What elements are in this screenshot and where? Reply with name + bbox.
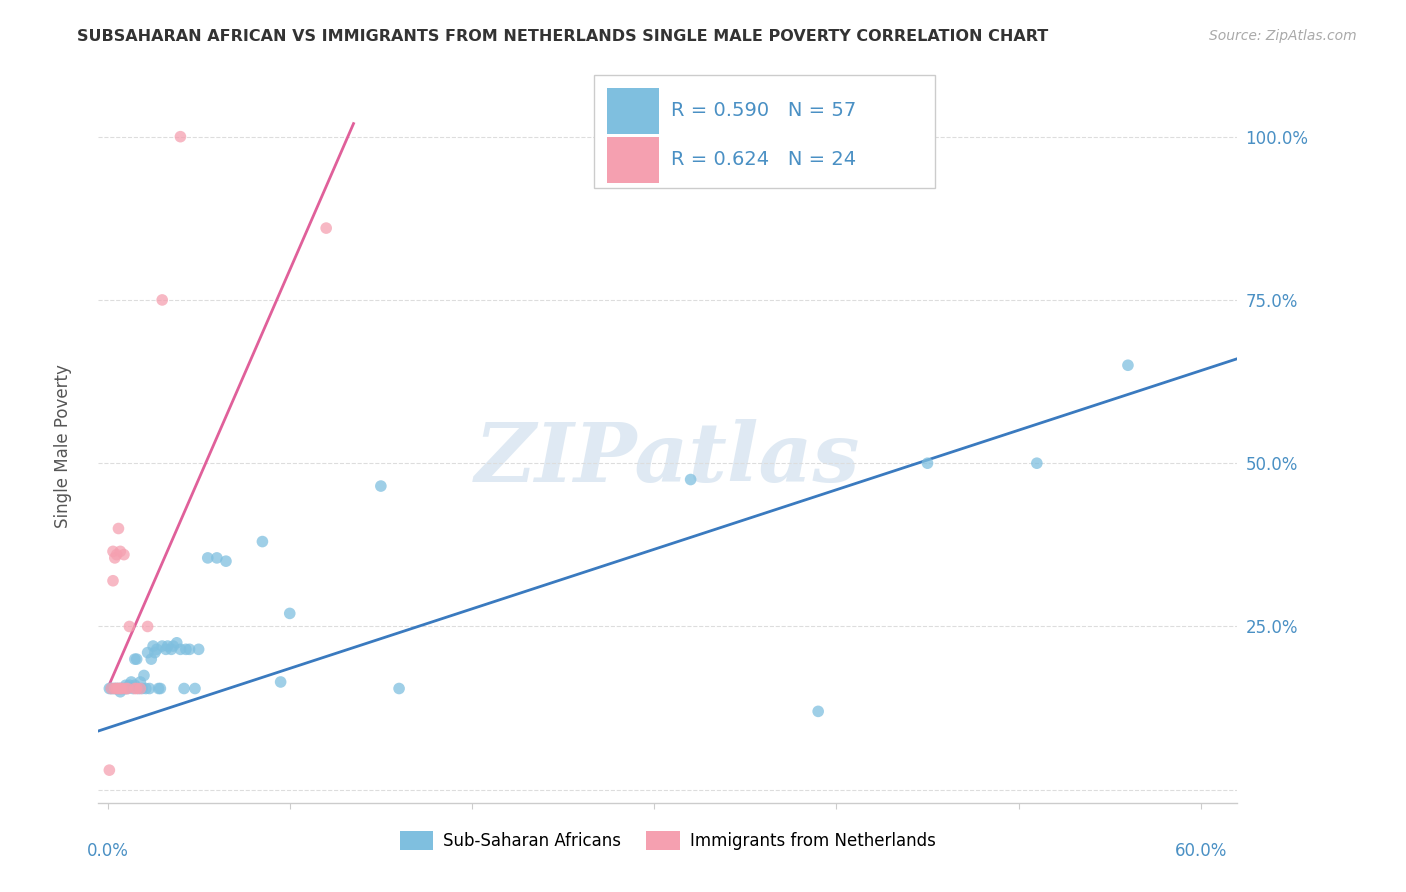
- Point: [107, 681, 129, 696]
- Text: R = 0.624   N = 24: R = 0.624 N = 24: [671, 151, 856, 169]
- Point: [105, 548, 128, 562]
- Point: [129, 681, 152, 696]
- Point: [141, 652, 163, 666]
- Point: [149, 681, 172, 696]
- Point: [117, 681, 139, 696]
- Text: SUBSAHARAN AFRICAN VS IMMIGRANTS FROM NETHERLANDS SINGLE MALE POVERTY CORRELATIO: SUBSAHARAN AFRICAN VS IMMIGRANTS FROM NE…: [77, 29, 1049, 44]
- Point: [160, 642, 183, 657]
- Point: [187, 642, 209, 657]
- Text: 60.0%: 60.0%: [1174, 842, 1227, 860]
- Point: [174, 642, 197, 657]
- Point: [807, 705, 830, 719]
- Point: [215, 554, 238, 568]
- Point: [142, 639, 165, 653]
- Point: [184, 681, 207, 696]
- Point: [111, 681, 134, 696]
- Point: [117, 681, 139, 696]
- Point: [110, 544, 132, 558]
- Point: [1025, 456, 1047, 470]
- Point: [107, 521, 129, 535]
- Point: [135, 681, 157, 696]
- Point: [136, 619, 159, 633]
- Point: [110, 681, 132, 696]
- Point: [143, 646, 166, 660]
- Point: [169, 129, 191, 144]
- Point: [136, 646, 159, 660]
- Point: [105, 681, 128, 696]
- Legend: Sub-Saharan Africans, Immigrants from Netherlands: Sub-Saharan Africans, Immigrants from Ne…: [394, 824, 942, 856]
- Point: [917, 456, 939, 470]
- Point: [278, 607, 301, 621]
- Point: [124, 681, 146, 696]
- Point: [98, 681, 121, 696]
- Point: [205, 550, 228, 565]
- Point: [166, 636, 188, 650]
- Point: [125, 652, 148, 666]
- Text: R = 0.590   N = 57: R = 0.590 N = 57: [671, 102, 856, 120]
- Point: [1116, 358, 1139, 372]
- Point: [112, 548, 135, 562]
- Point: [145, 642, 167, 657]
- Point: [118, 619, 141, 633]
- Point: [315, 221, 337, 235]
- Point: [104, 681, 127, 696]
- Point: [138, 681, 160, 696]
- Point: [162, 639, 184, 653]
- Point: [150, 293, 173, 307]
- Point: [101, 681, 124, 696]
- Point: [125, 681, 148, 696]
- Point: [107, 681, 129, 696]
- Point: [270, 675, 292, 690]
- Point: [100, 681, 122, 696]
- FancyBboxPatch shape: [607, 88, 659, 134]
- Point: [98, 763, 121, 777]
- Point: [370, 479, 392, 493]
- Point: [110, 681, 132, 696]
- Text: 0.0%: 0.0%: [87, 842, 128, 860]
- Point: [118, 678, 141, 692]
- Point: [197, 550, 219, 565]
- FancyBboxPatch shape: [593, 75, 935, 188]
- Point: [150, 639, 173, 653]
- Point: [114, 681, 136, 696]
- Point: [100, 681, 122, 696]
- Text: ZIPatlas: ZIPatlas: [475, 419, 860, 499]
- Point: [155, 642, 177, 657]
- Point: [105, 681, 128, 696]
- Point: [111, 681, 134, 696]
- Text: Source: ZipAtlas.com: Source: ZipAtlas.com: [1209, 29, 1357, 43]
- Point: [104, 681, 127, 696]
- Point: [679, 473, 702, 487]
- Point: [114, 681, 136, 696]
- Point: [114, 678, 136, 692]
- Point: [110, 685, 132, 699]
- Point: [156, 639, 179, 653]
- Point: [169, 642, 191, 657]
- Point: [112, 681, 135, 696]
- Point: [104, 550, 127, 565]
- Point: [179, 642, 201, 657]
- Point: [101, 574, 124, 588]
- Point: [120, 675, 142, 690]
- Point: [131, 681, 153, 696]
- Point: [148, 681, 170, 696]
- Point: [388, 681, 411, 696]
- Point: [101, 544, 124, 558]
- Point: [122, 681, 145, 696]
- Point: [173, 681, 195, 696]
- Point: [124, 652, 146, 666]
- Point: [129, 675, 152, 690]
- FancyBboxPatch shape: [607, 137, 659, 183]
- Point: [124, 678, 146, 692]
- Text: Single Male Poverty: Single Male Poverty: [55, 364, 72, 528]
- Point: [132, 668, 155, 682]
- Point: [252, 534, 274, 549]
- Point: [128, 681, 150, 696]
